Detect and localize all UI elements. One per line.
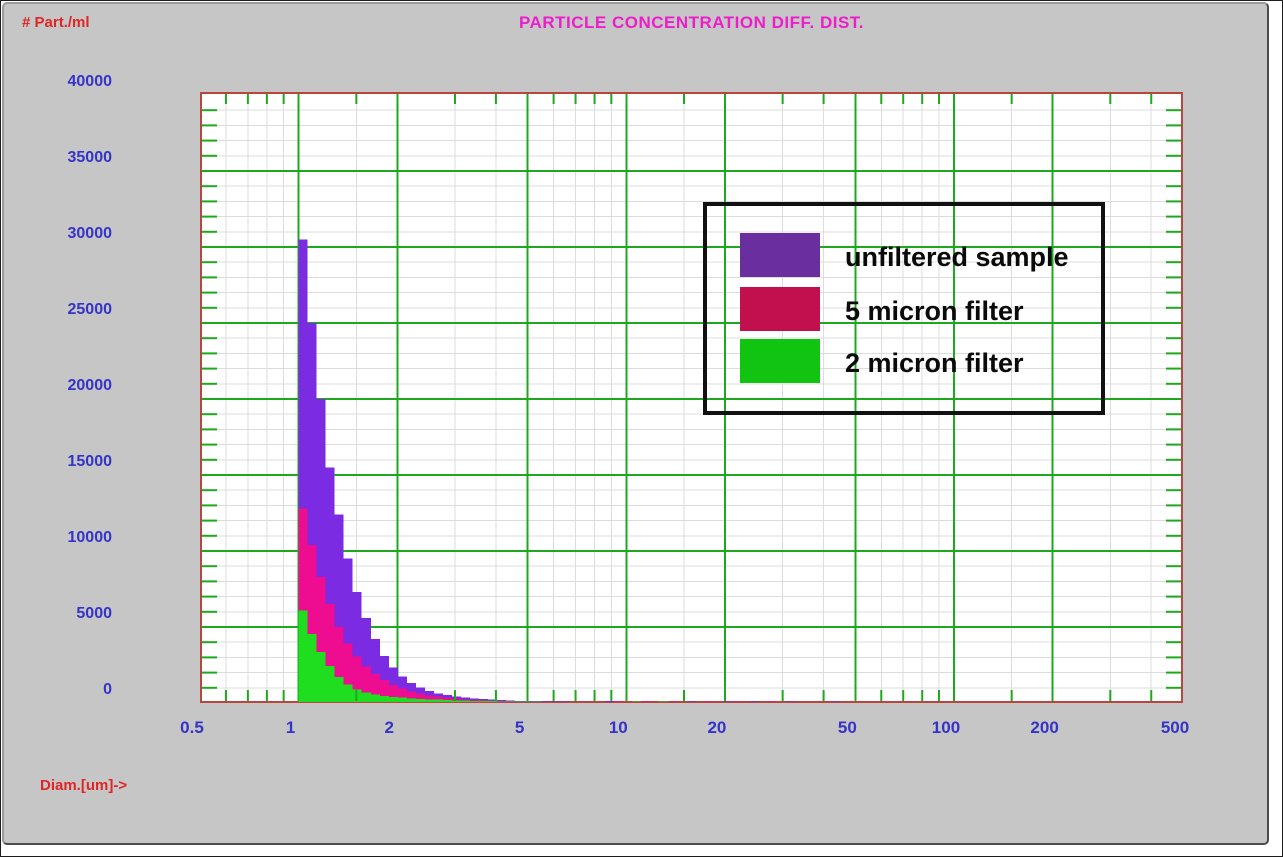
histogram-chart <box>200 92 1183 703</box>
y-tick-label: 35000 <box>67 149 113 166</box>
x-tick-label: 5 <box>514 718 525 737</box>
y-tick-label: 5000 <box>76 605 112 622</box>
legend-box: unfiltered sample 5 micron filter 2 micr… <box>703 202 1105 415</box>
legend-swatch-5-micron <box>740 287 820 331</box>
x-tick-label: 2 <box>384 718 394 737</box>
x-tick-label: 500 <box>1160 718 1190 737</box>
y-tick-label: 25000 <box>67 301 113 318</box>
y-tick-label: 15000 <box>67 453 113 470</box>
legend-swatch-2-micron <box>740 339 820 383</box>
legend-label: 5 micron filter <box>845 296 1024 326</box>
y-tick-label: 20000 <box>67 377 113 394</box>
plot-area <box>200 92 1183 703</box>
x-axis-label: Diam.[um]-> <box>40 777 128 794</box>
y-tick-label: 40000 <box>67 73 113 90</box>
x-tick-label: 10 <box>608 718 628 737</box>
legend-label: unfiltered sample <box>845 242 1069 272</box>
x-tick-label: 1 <box>285 718 296 737</box>
legend-swatch-unfiltered <box>740 233 820 277</box>
legend-label: 2 micron filter <box>845 348 1024 378</box>
y-tick-label: 30000 <box>67 225 113 242</box>
x-tick-label: 200 <box>1030 718 1059 737</box>
chart-title: PARTICLE CONCENTRATION DIFF. DIST. <box>518 13 865 32</box>
y-axis-unit-label: # Part./ml <box>22 14 90 31</box>
x-tick-label: 20 <box>707 718 727 737</box>
y-tick-label: 10000 <box>67 529 113 546</box>
x-tick-label: 50 <box>837 718 857 737</box>
x-tick-label: 0.5 <box>180 718 204 737</box>
x-tick-label: 100 <box>931 718 961 737</box>
y-tick-label: 0 <box>103 681 112 698</box>
